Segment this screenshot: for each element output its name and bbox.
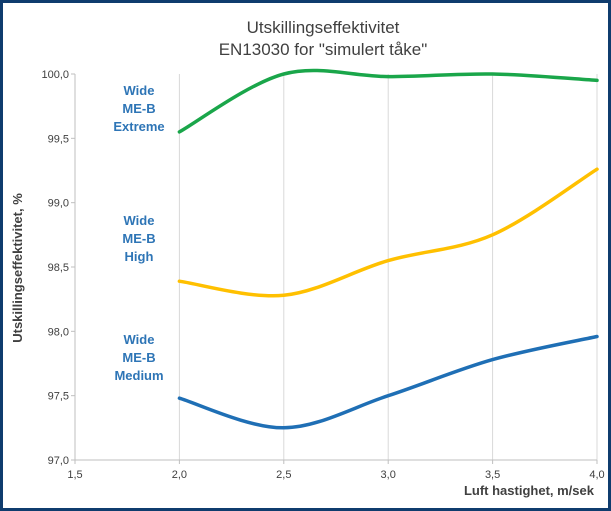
- y-tick-label: 97,5: [48, 391, 69, 403]
- series-label-medium: Wide: [124, 332, 155, 347]
- series-label-medium: Medium: [114, 368, 163, 383]
- x-axis-title: Luft hastighet, m/sek: [464, 483, 595, 498]
- axis-layer: 97,0 97,5 98,0 98,5 99,0 99,5 100,0 1,5 2,0 2,5 3,…: [41, 69, 604, 481]
- x-tick-label: 1,5: [67, 469, 82, 481]
- y-axis-title: Utskillingseffektivitet, %: [10, 193, 25, 343]
- chart-title-line-2: EN13030 for "simulert tåke": [219, 40, 428, 59]
- x-tick-label: 2,0: [172, 469, 187, 481]
- y-tick-label: 98,0: [48, 326, 69, 338]
- y-tick-label: 100,0: [41, 69, 69, 81]
- x-tick-label: 2,5: [276, 469, 291, 481]
- x-tick-label: 3,5: [485, 469, 500, 481]
- series-layer: [177, 68, 599, 430]
- series-label-extreme: Wide: [124, 83, 155, 98]
- y-tick-label: 99,0: [48, 198, 69, 210]
- series-label-high: Wide: [124, 213, 155, 228]
- chart-title-line-1: Utskillingseffektivitet: [247, 18, 400, 37]
- y-tick-label: 98,5: [48, 262, 69, 274]
- y-tick-label: 97,0: [48, 455, 69, 467]
- series-label-medium: ME-B: [122, 350, 155, 365]
- x-tick-label: 3,0: [381, 469, 396, 481]
- series-line-medium: [177, 334, 599, 430]
- grid-layer: [178, 74, 598, 460]
- series-label-high: High: [125, 249, 154, 264]
- series-label-high: ME-B: [122, 231, 155, 246]
- series-line-high: [177, 167, 599, 298]
- y-tick-label: 99,5: [48, 133, 69, 145]
- series-label-extreme: ME-B: [122, 101, 155, 116]
- line-chart: 97,0 97,5 98,0 98,5 99,0 99,5 100,0 1,5 2,0 2,5 3,…: [10, 18, 605, 498]
- x-tick-label: 4,0: [589, 469, 604, 481]
- series-label-extreme: Extreme: [113, 119, 164, 134]
- label-layer: Wide ME-B Extreme Wide ME-B High Wide ME-B Mediu…: [113, 83, 164, 383]
- series-line-extreme: [177, 68, 599, 134]
